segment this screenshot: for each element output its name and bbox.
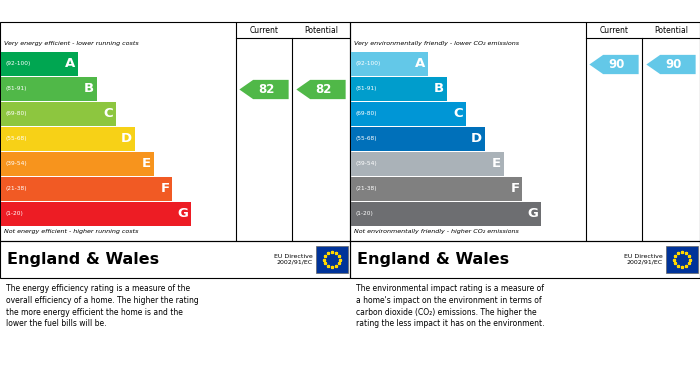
Text: (81-91): (81-91) <box>5 86 27 91</box>
Text: G: G <box>178 207 188 220</box>
Text: (1-20): (1-20) <box>5 211 23 216</box>
Bar <box>1 152 153 176</box>
Text: (55-68): (55-68) <box>5 136 27 141</box>
Text: D: D <box>120 132 132 145</box>
Bar <box>351 152 503 176</box>
Text: E: E <box>141 157 150 170</box>
Text: Very environmentally friendly - lower CO₂ emissions: Very environmentally friendly - lower CO… <box>354 41 519 46</box>
Text: (92-100): (92-100) <box>355 61 380 66</box>
Text: Potential: Potential <box>654 25 688 34</box>
Text: Not energy efficient - higher running costs: Not energy efficient - higher running co… <box>4 229 139 234</box>
Text: (39-54): (39-54) <box>355 161 377 166</box>
Bar <box>351 102 466 126</box>
Text: Very energy efficient - lower running costs: Very energy efficient - lower running co… <box>4 41 139 46</box>
Text: England & Wales: England & Wales <box>7 252 159 267</box>
Bar <box>351 202 541 226</box>
Bar <box>1 77 97 100</box>
Text: 90: 90 <box>665 58 681 71</box>
Bar <box>1 102 116 126</box>
Text: (55-68): (55-68) <box>355 136 377 141</box>
Bar <box>1 52 78 75</box>
Text: (21-38): (21-38) <box>5 186 27 191</box>
Text: Not environmentally friendly - higher CO₂ emissions: Not environmentally friendly - higher CO… <box>354 229 519 234</box>
Bar <box>316 246 348 273</box>
Text: F: F <box>510 182 519 195</box>
Polygon shape <box>239 80 288 99</box>
Text: Current: Current <box>599 25 629 34</box>
Bar <box>351 52 428 75</box>
Text: B: B <box>434 82 444 95</box>
Text: E: E <box>491 157 500 170</box>
Bar <box>666 246 698 273</box>
Text: (21-38): (21-38) <box>355 186 377 191</box>
Text: Energy Efficiency Rating: Energy Efficiency Rating <box>6 6 164 16</box>
Text: (69-80): (69-80) <box>355 111 377 116</box>
Text: Current: Current <box>249 25 279 34</box>
Bar <box>351 177 522 201</box>
Polygon shape <box>296 80 346 99</box>
Text: EU Directive
2002/91/EC: EU Directive 2002/91/EC <box>274 254 313 265</box>
Text: The environmental impact rating is a measure of
a home's impact on the environme: The environmental impact rating is a mea… <box>356 284 545 328</box>
Text: EU Directive
2002/91/EC: EU Directive 2002/91/EC <box>624 254 663 265</box>
Text: 90: 90 <box>608 58 624 71</box>
Text: A: A <box>65 57 75 70</box>
Text: D: D <box>470 132 482 145</box>
Text: (81-91): (81-91) <box>355 86 377 91</box>
Text: G: G <box>528 207 538 220</box>
Text: B: B <box>84 82 94 95</box>
Text: (92-100): (92-100) <box>5 61 30 66</box>
Text: F: F <box>160 182 169 195</box>
Text: The energy efficiency rating is a measure of the
overall efficiency of a home. T: The energy efficiency rating is a measur… <box>6 284 199 328</box>
Text: 82: 82 <box>315 83 331 96</box>
Text: (39-54): (39-54) <box>5 161 27 166</box>
Text: Environmental Impact (CO₂) Rating: Environmental Impact (CO₂) Rating <box>356 6 582 16</box>
Polygon shape <box>589 55 638 74</box>
Text: C: C <box>453 107 463 120</box>
Bar <box>1 127 134 151</box>
Bar <box>1 177 172 201</box>
Bar <box>351 127 484 151</box>
Text: C: C <box>103 107 113 120</box>
Text: 82: 82 <box>258 83 274 96</box>
Bar <box>1 202 191 226</box>
Text: Potential: Potential <box>304 25 338 34</box>
Polygon shape <box>646 55 696 74</box>
Text: England & Wales: England & Wales <box>357 252 509 267</box>
Text: (69-80): (69-80) <box>5 111 27 116</box>
Text: (1-20): (1-20) <box>355 211 373 216</box>
Bar <box>351 77 447 100</box>
Text: A: A <box>415 57 425 70</box>
